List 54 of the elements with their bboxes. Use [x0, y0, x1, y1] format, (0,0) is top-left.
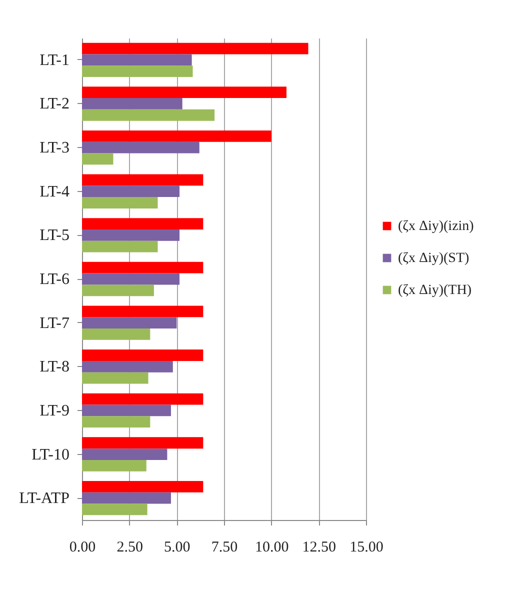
y-tick-label: LT-10 — [32, 446, 70, 464]
y-tick-label: LT-3 — [40, 140, 70, 157]
bar — [82, 109, 215, 121]
bar — [82, 350, 204, 361]
bar — [82, 218, 204, 230]
x-tick-label: 7.50 — [211, 540, 238, 556]
bar — [82, 197, 158, 208]
y-tick-label: LT-6 — [40, 271, 70, 288]
legend-label: (ζx Δiy)(TH) — [398, 283, 472, 298]
y-tick-label: LT-4 — [40, 183, 70, 200]
bar — [82, 86, 286, 98]
bar — [82, 54, 192, 66]
bar — [82, 481, 204, 492]
legend-label: (ζx Δiy)(izin) — [398, 219, 474, 234]
y-tick-label: LT-7 — [40, 314, 70, 332]
bar — [82, 273, 180, 285]
bar — [82, 262, 204, 274]
x-tick-label: 10.00 — [254, 540, 289, 556]
y-tick-label: LT-8 — [40, 358, 70, 376]
bar — [82, 360, 173, 372]
bar — [82, 492, 171, 504]
bar — [82, 393, 204, 405]
x-tick-label: 15.00 — [350, 540, 384, 556]
bar — [82, 186, 180, 198]
bar — [82, 460, 146, 472]
y-tick-label: LT-ATP — [19, 490, 70, 508]
bar — [82, 317, 177, 329]
bar — [82, 372, 148, 384]
bar — [82, 504, 148, 516]
bar — [82, 448, 168, 460]
bar — [82, 66, 193, 77]
bar — [82, 240, 158, 252]
bar — [82, 284, 154, 296]
bar — [82, 42, 308, 54]
x-tick-label: 12.50 — [302, 540, 336, 556]
y-tick-label: LT-9 — [40, 402, 70, 420]
x-tick-label: 2.50 — [116, 540, 143, 556]
bar — [82, 306, 204, 318]
bar — [82, 404, 171, 416]
y-tick-label: LT-1 — [40, 52, 70, 69]
bar — [82, 229, 180, 241]
bar — [82, 153, 114, 165]
bar — [82, 174, 204, 186]
bar — [82, 98, 182, 110]
bar — [82, 416, 150, 428]
y-tick-label: LT-5 — [40, 227, 70, 244]
bar — [82, 328, 150, 340]
bar — [82, 437, 204, 449]
legend-label: (ζx Δiy)(ST) — [398, 251, 470, 266]
bar — [82, 142, 200, 154]
x-tick-label: 0.00 — [69, 540, 96, 556]
x-tick-label: 5.00 — [164, 540, 190, 556]
bar — [82, 130, 272, 142]
y-tick-label: LT-2 — [40, 96, 70, 113]
